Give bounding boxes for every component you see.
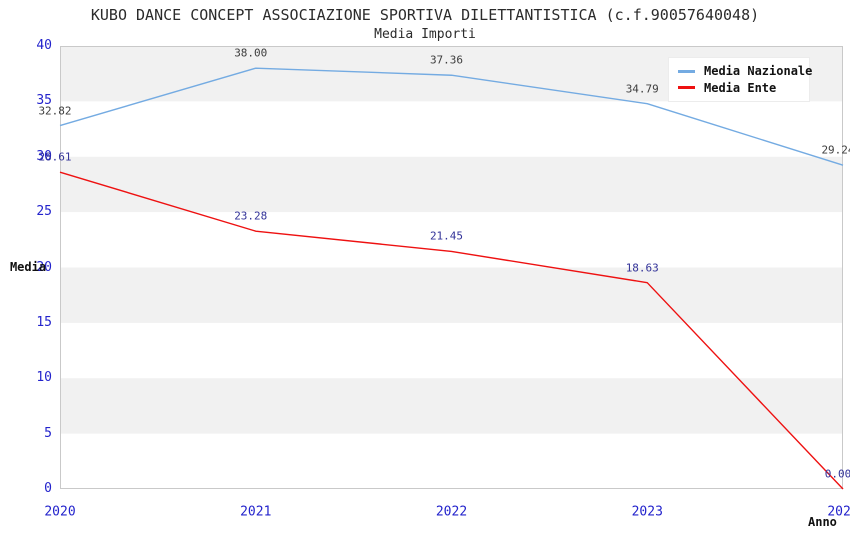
y-tick-label: 10 bbox=[36, 370, 52, 386]
grid-band bbox=[60, 156, 843, 213]
legend-label: Media Ente bbox=[704, 80, 777, 95]
y-tick-label: 35 bbox=[36, 93, 52, 109]
x-tick-text: 2020 bbox=[44, 504, 76, 520]
grid-band bbox=[60, 378, 843, 434]
data-label-text: 32.82 bbox=[38, 104, 72, 118]
data-label-text: 38.00 bbox=[234, 46, 268, 60]
grid-band bbox=[60, 267, 843, 323]
media-nazionale-line-swatch bbox=[678, 69, 695, 73]
data-label-text: 0.00 bbox=[824, 467, 850, 481]
legend-label: Media Nazionale bbox=[704, 64, 813, 79]
y-tick-label: 40 bbox=[36, 38, 52, 53]
y-tick-label: 30 bbox=[36, 148, 52, 164]
chart-title: KUBO DANCE CONCEPT ASSOCIAZIONE SPORTIVA… bbox=[90, 6, 760, 24]
media-ente-line-swatch bbox=[678, 86, 695, 90]
y-tick-label: 15 bbox=[36, 314, 52, 330]
x-tick-text: 2021 bbox=[240, 504, 272, 520]
data-label-text: 18.63 bbox=[625, 261, 659, 275]
chart-subtitle: Media Importi bbox=[374, 27, 476, 42]
series-line-media-nazionale bbox=[59, 67, 844, 166]
data-label-text: 37.36 bbox=[429, 53, 464, 67]
plot-border bbox=[60, 46, 843, 489]
data-label-text: 28.61 bbox=[38, 150, 72, 164]
x-axis-title: Anno bbox=[808, 515, 837, 529]
x-tick-text: 2024 bbox=[827, 504, 850, 520]
data-label-text: 21.45 bbox=[429, 229, 464, 243]
series-line-media-ente bbox=[59, 171, 844, 490]
legend-item-media-ente: Media Ente bbox=[678, 81, 800, 95]
y-tick-label: 0 bbox=[44, 481, 52, 496]
x-tick-text: 2022 bbox=[435, 504, 468, 520]
y-tick-label: 20 bbox=[36, 259, 52, 275]
legend-box: Media Nazionale Media Ente bbox=[668, 57, 812, 102]
data-label-text: 34.79 bbox=[625, 82, 659, 96]
y-tick-label: 5 bbox=[44, 425, 52, 441]
data-label-text: 23.28 bbox=[234, 209, 268, 223]
legend-item-media-nazionale: Media Nazionale bbox=[678, 64, 812, 78]
data-label-text: 29.24 bbox=[821, 143, 850, 157]
x-tick-text: 2023 bbox=[631, 504, 663, 520]
y-tick-label: 25 bbox=[36, 204, 52, 220]
